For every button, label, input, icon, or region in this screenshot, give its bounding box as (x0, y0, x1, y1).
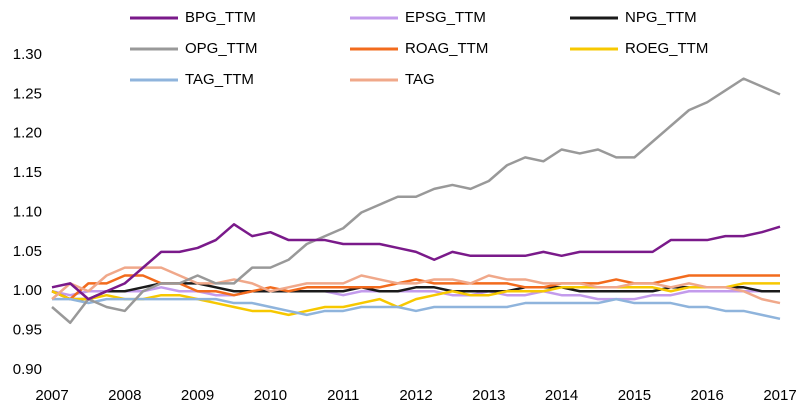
x-tick-label: 2009 (181, 387, 214, 404)
x-tick-label: 2012 (399, 387, 432, 404)
x-tick-label: 2008 (108, 387, 141, 404)
series-line (51, 286, 780, 301)
series-line (52, 297, 781, 321)
legend-label: BPG_TTM (185, 9, 256, 26)
series-line (51, 77, 781, 324)
legend-label: ROEG_TTM (625, 40, 708, 57)
x-tick-label: 2014 (545, 387, 578, 404)
x-tick-label: 2015 (618, 387, 651, 404)
y-tick-label: 1.15 (13, 164, 42, 181)
x-tick-label: 2007 (35, 387, 68, 404)
x-tick-label: 2013 (472, 387, 505, 404)
legend-label: NPG_TTM (625, 9, 697, 26)
x-tick-label: 2010 (254, 387, 287, 404)
y-tick-label: 1.05 (13, 243, 42, 260)
legend-label: TAG_TTM (185, 71, 254, 88)
y-tick-label: 1.00 (13, 282, 42, 299)
x-tick-label: 2011 (327, 387, 359, 404)
y-tick-label: 1.20 (13, 125, 42, 142)
legend-label: ROAG_TTM (405, 40, 488, 57)
y-tick-label: 1.30 (13, 46, 42, 63)
y-tick-label: 1.25 (13, 85, 42, 102)
y-tick-label: 0.95 (13, 322, 42, 339)
legend-label: TAG (405, 71, 435, 88)
x-tick-label: 2017 (763, 387, 796, 404)
x-tick-label: 2016 (691, 387, 724, 404)
legend-label: EPSG_TTM (405, 9, 486, 26)
series-line (51, 282, 780, 317)
series-line (51, 223, 781, 301)
series-line (51, 266, 781, 305)
y-tick-label: 1.10 (13, 203, 42, 220)
y-tick-label: 0.90 (13, 361, 42, 378)
legend-label: OPG_TTM (185, 40, 258, 57)
